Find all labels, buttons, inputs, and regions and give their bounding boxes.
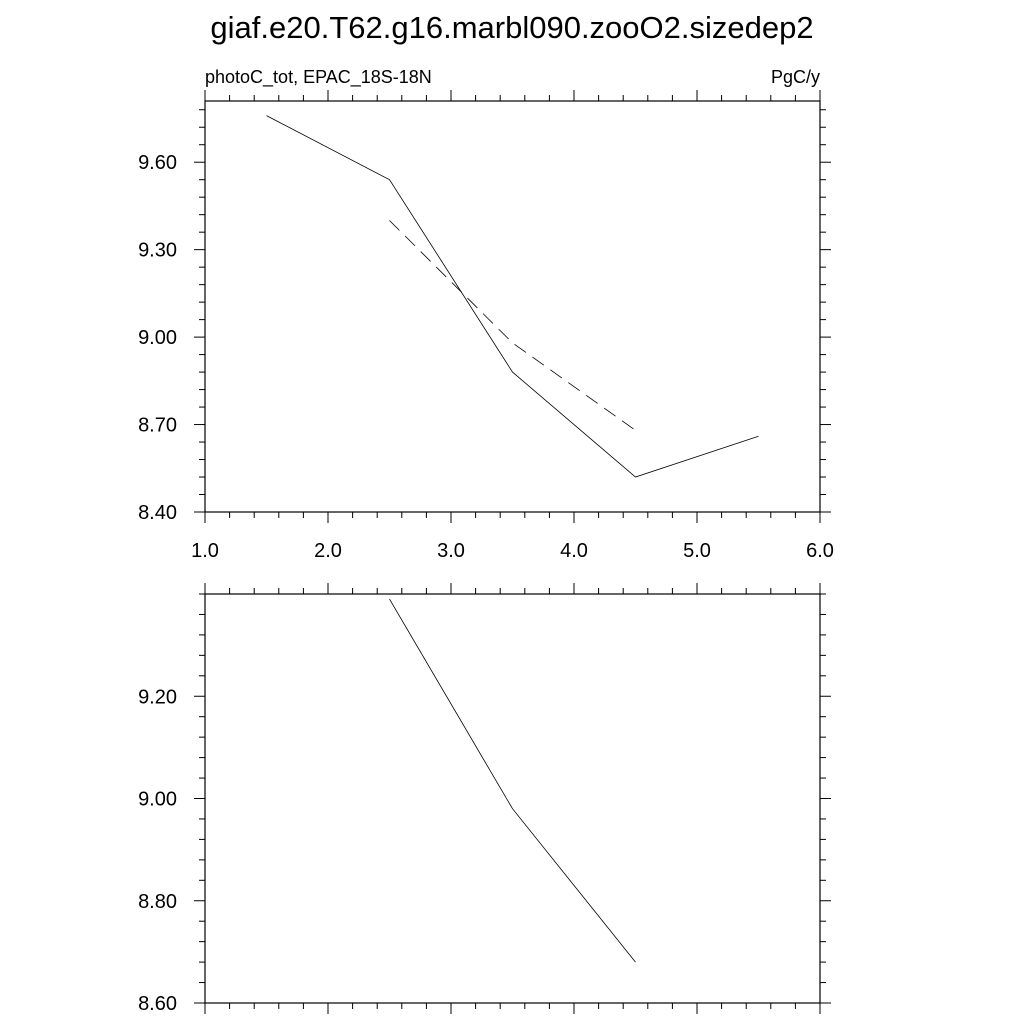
top-panel: 1.0 2.0 3.0 4.0 5.0 6.0 8.40 8.70 9.00 9.30 9.60 xyxy=(138,90,834,562)
plot-frame xyxy=(204,593,821,1004)
series-line-dashed xyxy=(389,220,636,431)
x-tick-label: 3.0 xyxy=(437,540,465,562)
bottom-panel: 8.60 8.80 9.00 9.20 xyxy=(138,583,831,1015)
plot-frame xyxy=(204,100,821,513)
y-tick-label: 9.00 xyxy=(138,789,177,811)
x-tick-label: 2.0 xyxy=(314,540,342,562)
x-tick-label: 1.0 xyxy=(191,540,219,562)
x-tick-label: 6.0 xyxy=(806,540,834,562)
y-tick-label: 8.70 xyxy=(138,415,177,437)
variable-region-label: photoC_tot, EPAC_18S-18N xyxy=(205,67,432,88)
y-tick-label: 8.60 xyxy=(138,993,177,1015)
series-line-solid xyxy=(266,115,759,478)
y-tick-label: 9.00 xyxy=(138,327,177,349)
y-tick-label: 9.60 xyxy=(138,152,177,174)
x-tick-label: 5.0 xyxy=(683,540,711,562)
x-tick-label: 4.0 xyxy=(560,540,588,562)
series-line-solid xyxy=(389,598,636,963)
y-tick-label: 8.40 xyxy=(138,502,177,524)
chart-title: giaf.e20.T62.g16.marbl090.zooO2.sizedep2 xyxy=(210,10,813,45)
units-label: PgC/y xyxy=(771,67,820,87)
y-tick-label: 9.30 xyxy=(138,240,177,262)
y-tick-label: 8.80 xyxy=(138,891,177,913)
y-tick-label: 9.20 xyxy=(138,686,177,708)
